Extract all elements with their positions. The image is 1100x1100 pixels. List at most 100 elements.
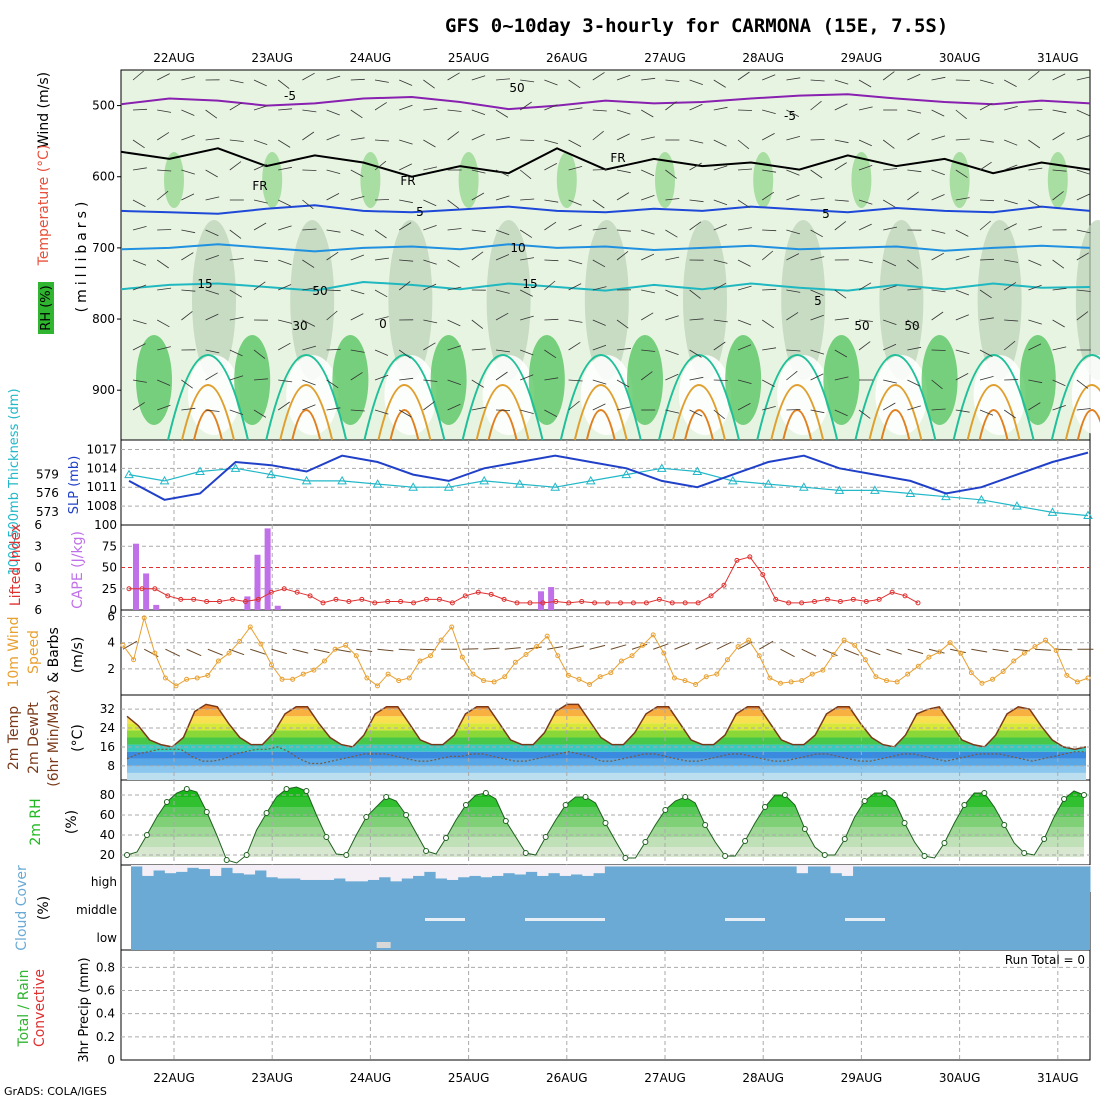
wind-barb [689, 376, 704, 381]
x-tick-top-24AUG: 24AUG [350, 51, 392, 65]
wind-barb [229, 409, 244, 415]
wind-barb [955, 314, 969, 321]
precip-ytick-0.6: 0.6 [96, 984, 115, 998]
line-temperature [126, 703, 1087, 751]
cape-bar-1 [143, 573, 150, 610]
isotherm-line-5 [120, 204, 1091, 215]
wind-barb [399, 259, 414, 262]
wind-barb [544, 409, 557, 417]
li-point-37 [605, 600, 611, 606]
wind-barb [471, 348, 486, 351]
cloud-high-bar-36 [537, 875, 549, 892]
panel-frame-7 [120, 949, 1091, 1061]
wind-barb [882, 139, 895, 149]
x-tick-top-26AUG: 26AUG [546, 51, 588, 65]
rh-patch-high-8 [949, 152, 970, 208]
line-thickness [128, 467, 1089, 517]
wind-barb [616, 192, 630, 201]
wind-barb [883, 226, 897, 231]
wind-barb [495, 136, 510, 141]
cloud-high-gap-66 [875, 865, 888, 867]
wind-barb [399, 377, 414, 381]
wind-barb [592, 169, 607, 171]
rh-ytick-80: 80 [100, 788, 115, 802]
wind-barb [157, 319, 170, 328]
wind-barb [302, 319, 316, 327]
wind-point-90 [1074, 679, 1080, 685]
wind-barb [350, 409, 365, 412]
cloud-high-gap-77 [999, 865, 1012, 867]
wind-barb [471, 379, 484, 388]
wind-point-16 [290, 676, 296, 682]
wind-barb [810, 197, 825, 201]
wind-barb [278, 199, 291, 207]
li-point-27 [475, 589, 481, 595]
panel-frame-1 [120, 439, 1091, 526]
rh-patch-mid-3 [486, 220, 531, 380]
cloud-high-bar-65 [864, 866, 877, 892]
wind-barb [931, 408, 946, 411]
li-point-5 [191, 596, 197, 602]
cloud-high-gap-70 [920, 865, 933, 867]
cloud-high-gap-78 [1011, 865, 1023, 867]
wind-barb [181, 109, 195, 116]
wind-barb [495, 109, 509, 118]
wind-point-67 [830, 651, 836, 657]
wind-barb [568, 199, 582, 206]
cloud-high-gap-73 [954, 865, 967, 867]
wind-barb [1076, 229, 1091, 234]
thickness-point-26 [1047, 507, 1058, 516]
line-wind-speed [122, 615, 1089, 687]
isotherm-20-1 [265, 354, 348, 441]
rh-patch-high-9 [1047, 152, 1068, 208]
wind-barb [520, 374, 534, 381]
isotherm-25-5 [672, 384, 726, 441]
rh-ytick-60: 60 [100, 808, 115, 822]
isotherm-25-2 [377, 384, 432, 441]
wind-barb [398, 281, 411, 291]
x-tick-top-22AUG: 22AUG [153, 51, 195, 65]
wind-barb [786, 77, 801, 81]
wind-barb [665, 79, 680, 82]
wind-barb [520, 79, 535, 83]
wind-barb [132, 70, 144, 81]
wind-point-46 [608, 670, 614, 676]
wind-point-18 [311, 667, 317, 673]
li-point-55 [837, 599, 843, 604]
li-point-48 [747, 554, 753, 560]
cloud-high-gap-27 [435, 865, 448, 879]
wind-point-27 [406, 675, 412, 681]
wind-barb [858, 223, 872, 231]
cloud-high-gap-12 [266, 865, 279, 878]
wind-barb [302, 259, 315, 268]
wind-barb [253, 79, 267, 87]
li-point-3 [165, 593, 171, 599]
li-point-50 [773, 596, 779, 602]
isotherm-20-8 [952, 354, 1035, 441]
wind-barb [181, 407, 196, 411]
wind-point-72 [884, 678, 890, 684]
wind-point-68 [841, 637, 847, 643]
wind-10m-barb-54 [695, 642, 711, 650]
cloud-high-bar-47 [661, 866, 674, 892]
wind-barb [544, 280, 556, 291]
wind-barb [1028, 402, 1041, 411]
cloud-high-gap-75 [977, 865, 989, 867]
cloud-high-gap-60 [807, 865, 820, 867]
dry-patch-6 [777, 355, 830, 435]
wind-10m-barb-36 [504, 647, 521, 650]
cloud-high-gap-46 [649, 865, 662, 867]
cloud-high-bar-26 [424, 871, 437, 892]
wind-point-20 [332, 646, 338, 652]
li-point-40 [643, 600, 649, 606]
li-point-51 [786, 600, 792, 606]
wind-point-85 [1021, 650, 1027, 656]
line-slp [128, 451, 1089, 501]
isotherm-20-4 [559, 354, 642, 441]
wind-barb [641, 349, 656, 352]
wind-barb [132, 284, 147, 291]
rh-patch-mid-0 [192, 220, 236, 380]
cloud-high-gap-81 [1044, 865, 1057, 867]
cloud-high-gap-33 [503, 865, 516, 874]
wind-barb [616, 74, 631, 81]
